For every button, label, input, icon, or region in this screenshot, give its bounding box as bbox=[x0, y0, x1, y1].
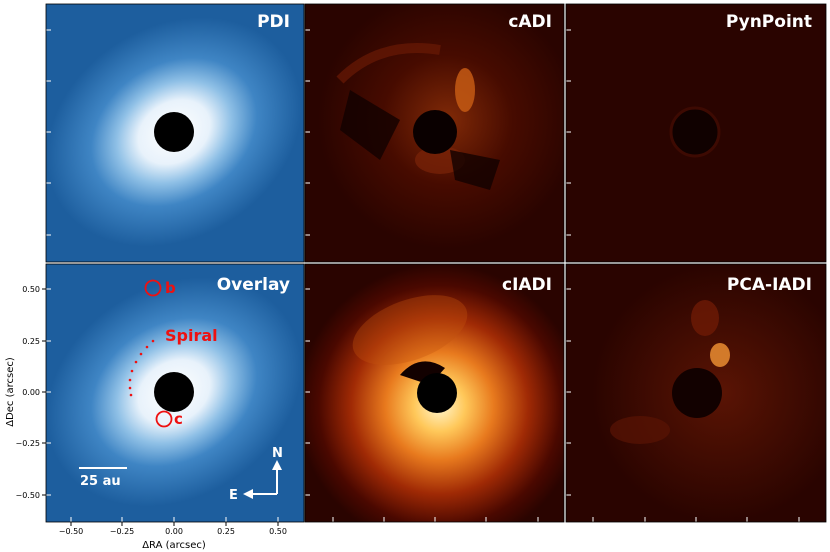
overlay-axis-ticks bbox=[42, 288, 279, 526]
planet-b-label: b bbox=[165, 279, 176, 297]
coronagraph-mask bbox=[672, 368, 722, 418]
planet-c-label: c bbox=[174, 410, 183, 428]
panel-title-pdi: PDI bbox=[257, 12, 290, 32]
coronagraph-mask bbox=[154, 112, 194, 152]
compass-north-label: N bbox=[272, 446, 283, 461]
coronagraph-mask bbox=[413, 110, 457, 154]
spiral-dots bbox=[128, 339, 155, 397]
pynpoint-panel: PynPoint bbox=[566, 4, 826, 262]
coronagraph-mask bbox=[671, 108, 719, 156]
panel-frames bbox=[45, 3, 827, 523]
y-tick-label: −0.25 bbox=[15, 439, 40, 448]
panel-title-pynpoint: PynPoint bbox=[726, 12, 812, 32]
scale-bar-label: 25 au bbox=[80, 474, 121, 489]
planet-b-marker bbox=[144, 279, 162, 297]
x-tick-label: −0.50 bbox=[59, 527, 84, 536]
x-tick-label: 0.00 bbox=[165, 527, 183, 536]
compass-east-label: E bbox=[229, 488, 238, 503]
y-tick-label: 0.00 bbox=[22, 388, 40, 397]
east-arrow-icon bbox=[243, 489, 253, 499]
pcaladi-panel: PCA-IADI bbox=[566, 264, 826, 522]
y-tick-label: −0.50 bbox=[15, 491, 40, 500]
pca-bright-feature bbox=[710, 343, 730, 367]
y-tick-label: 0.50 bbox=[22, 285, 40, 294]
planet-c-marker bbox=[155, 410, 173, 428]
cadi-bright-feature bbox=[455, 68, 475, 112]
coronagraph-mask bbox=[154, 372, 194, 412]
compass bbox=[243, 460, 282, 499]
cadi-panel: cADI bbox=[305, 4, 564, 262]
spiral-label: Spiral bbox=[165, 326, 218, 345]
overlay-panel: Overlay b Spiral c 25 au N E bbox=[46, 264, 304, 522]
x-tick-label: 0.50 bbox=[269, 527, 287, 536]
panel-title-cadi: cADI bbox=[508, 12, 552, 32]
panel-ticks bbox=[46, 29, 800, 522]
pdi-panel: PDI bbox=[46, 4, 304, 262]
y-axis-label: ΔDec (arcsec) bbox=[5, 357, 16, 427]
y-tick-label: 0.25 bbox=[22, 337, 40, 346]
x-tick-label: −0.25 bbox=[110, 527, 135, 536]
x-tick-label: 0.25 bbox=[217, 527, 235, 536]
panel-title-overlay: Overlay bbox=[217, 275, 290, 295]
cladi-panel: cIADI bbox=[305, 264, 564, 522]
panel-title-pcaladi: PCA-IADI bbox=[727, 275, 812, 295]
panel-title-cladi: cIADI bbox=[502, 275, 552, 295]
x-axis-label: ΔRA (arcsec) bbox=[142, 540, 206, 551]
north-arrow-icon bbox=[272, 460, 282, 470]
coronagraph-mask bbox=[417, 373, 457, 413]
